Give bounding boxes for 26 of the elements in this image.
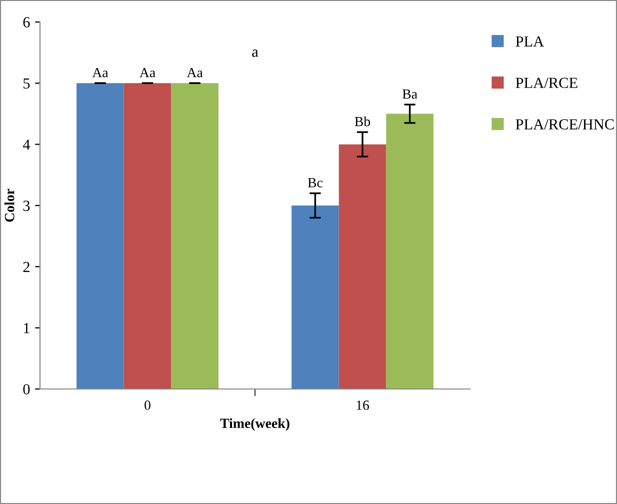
x-axis-title: Time(week)	[220, 418, 290, 431]
data-label: Bb	[354, 116, 370, 126]
bar	[338, 144, 386, 389]
legend-label: PLA/RCE/HNC	[516, 119, 614, 130]
bar	[124, 83, 172, 389]
legend-label: PLA/RCE	[516, 78, 578, 88]
y-tick-label: 0	[23, 384, 30, 394]
data-label: Aa	[92, 68, 108, 78]
y-tick-label: 6	[23, 17, 30, 28]
y-tick-label: 2	[23, 262, 30, 272]
bar	[386, 114, 434, 389]
data-label: Bc	[308, 178, 322, 188]
text: a	[252, 50, 258, 57]
data-label: Ba	[402, 89, 418, 99]
legend-label: PLA	[516, 36, 544, 46]
bar	[292, 206, 339, 389]
y-tick-label: 3	[23, 200, 30, 211]
y-tick-label: 1	[24, 323, 30, 334]
bar	[171, 83, 218, 389]
bar	[76, 83, 124, 389]
data-label: Aa	[140, 68, 156, 78]
data-label: Aa	[186, 68, 203, 78]
y-tick-label: 4	[22, 140, 30, 150]
y-axis-title: Color	[4, 188, 14, 222]
x-tick-label: 16	[356, 400, 370, 410]
y-tick-label: 5	[24, 78, 30, 89]
